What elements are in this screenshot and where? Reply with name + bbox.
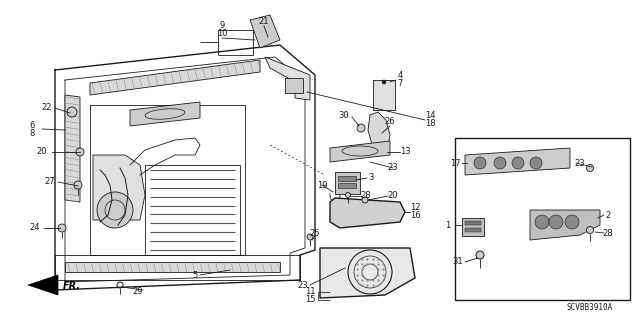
Polygon shape xyxy=(330,141,390,162)
Circle shape xyxy=(586,165,593,172)
Circle shape xyxy=(535,215,549,229)
Circle shape xyxy=(346,192,351,197)
Bar xyxy=(465,228,481,232)
Circle shape xyxy=(565,215,579,229)
Circle shape xyxy=(362,197,368,203)
Circle shape xyxy=(74,181,82,189)
Text: 20: 20 xyxy=(388,191,398,201)
Text: 7: 7 xyxy=(397,79,403,88)
Bar xyxy=(335,172,360,194)
Text: 8: 8 xyxy=(29,129,35,137)
Circle shape xyxy=(476,251,484,259)
Circle shape xyxy=(549,215,563,229)
Text: 14: 14 xyxy=(425,112,435,121)
Polygon shape xyxy=(93,155,145,220)
Text: 18: 18 xyxy=(425,120,435,129)
Circle shape xyxy=(357,124,365,132)
Text: 17: 17 xyxy=(450,159,460,167)
Circle shape xyxy=(512,157,524,169)
Text: 13: 13 xyxy=(400,147,410,157)
Polygon shape xyxy=(320,248,415,298)
Bar xyxy=(462,218,484,236)
Text: 31: 31 xyxy=(452,257,463,266)
Circle shape xyxy=(530,157,542,169)
Text: 21: 21 xyxy=(259,18,269,26)
Polygon shape xyxy=(530,210,600,240)
Text: 5: 5 xyxy=(193,271,198,279)
Text: 4: 4 xyxy=(397,71,403,80)
Text: 29: 29 xyxy=(132,287,143,296)
Polygon shape xyxy=(65,262,280,272)
Circle shape xyxy=(586,226,593,234)
Polygon shape xyxy=(90,60,260,95)
Bar xyxy=(145,165,240,255)
Bar xyxy=(285,78,303,93)
Text: 11: 11 xyxy=(305,287,316,296)
Polygon shape xyxy=(65,95,80,202)
Text: 30: 30 xyxy=(339,110,349,120)
Text: FR.: FR. xyxy=(63,281,81,291)
Text: 10: 10 xyxy=(217,29,227,39)
Text: 9: 9 xyxy=(220,21,225,31)
Text: 1: 1 xyxy=(445,220,451,229)
Text: 6: 6 xyxy=(29,122,35,130)
Circle shape xyxy=(76,148,84,156)
Text: 26: 26 xyxy=(385,117,396,127)
Text: 16: 16 xyxy=(410,211,420,220)
Circle shape xyxy=(494,157,506,169)
Text: 19: 19 xyxy=(317,181,327,189)
Bar xyxy=(455,138,630,300)
Bar xyxy=(465,221,481,225)
Text: 3: 3 xyxy=(368,174,374,182)
Text: 2: 2 xyxy=(605,211,611,219)
Text: 15: 15 xyxy=(305,295,316,305)
Text: 23: 23 xyxy=(298,280,308,290)
Bar xyxy=(373,80,395,110)
Text: 28: 28 xyxy=(361,191,371,201)
Text: 27: 27 xyxy=(45,177,55,187)
Polygon shape xyxy=(250,15,280,48)
Bar xyxy=(338,176,356,181)
Text: 24: 24 xyxy=(29,224,40,233)
Text: 12: 12 xyxy=(410,204,420,212)
Circle shape xyxy=(67,107,77,117)
Circle shape xyxy=(474,157,486,169)
Text: 23: 23 xyxy=(575,159,586,167)
Polygon shape xyxy=(28,275,58,295)
Text: 22: 22 xyxy=(42,103,52,113)
Polygon shape xyxy=(265,57,310,100)
Text: 23: 23 xyxy=(388,164,398,173)
Polygon shape xyxy=(465,148,570,175)
Circle shape xyxy=(382,80,386,84)
Polygon shape xyxy=(368,112,390,152)
Polygon shape xyxy=(330,198,405,228)
Text: SCVBB3910A: SCVBB3910A xyxy=(567,303,613,313)
Bar xyxy=(338,183,356,188)
Circle shape xyxy=(58,224,66,232)
Circle shape xyxy=(307,234,313,240)
Text: 25: 25 xyxy=(310,229,320,239)
Polygon shape xyxy=(130,102,200,126)
Text: 28: 28 xyxy=(603,228,613,238)
Text: 20: 20 xyxy=(36,147,47,157)
Circle shape xyxy=(97,192,133,228)
Bar xyxy=(218,30,253,55)
